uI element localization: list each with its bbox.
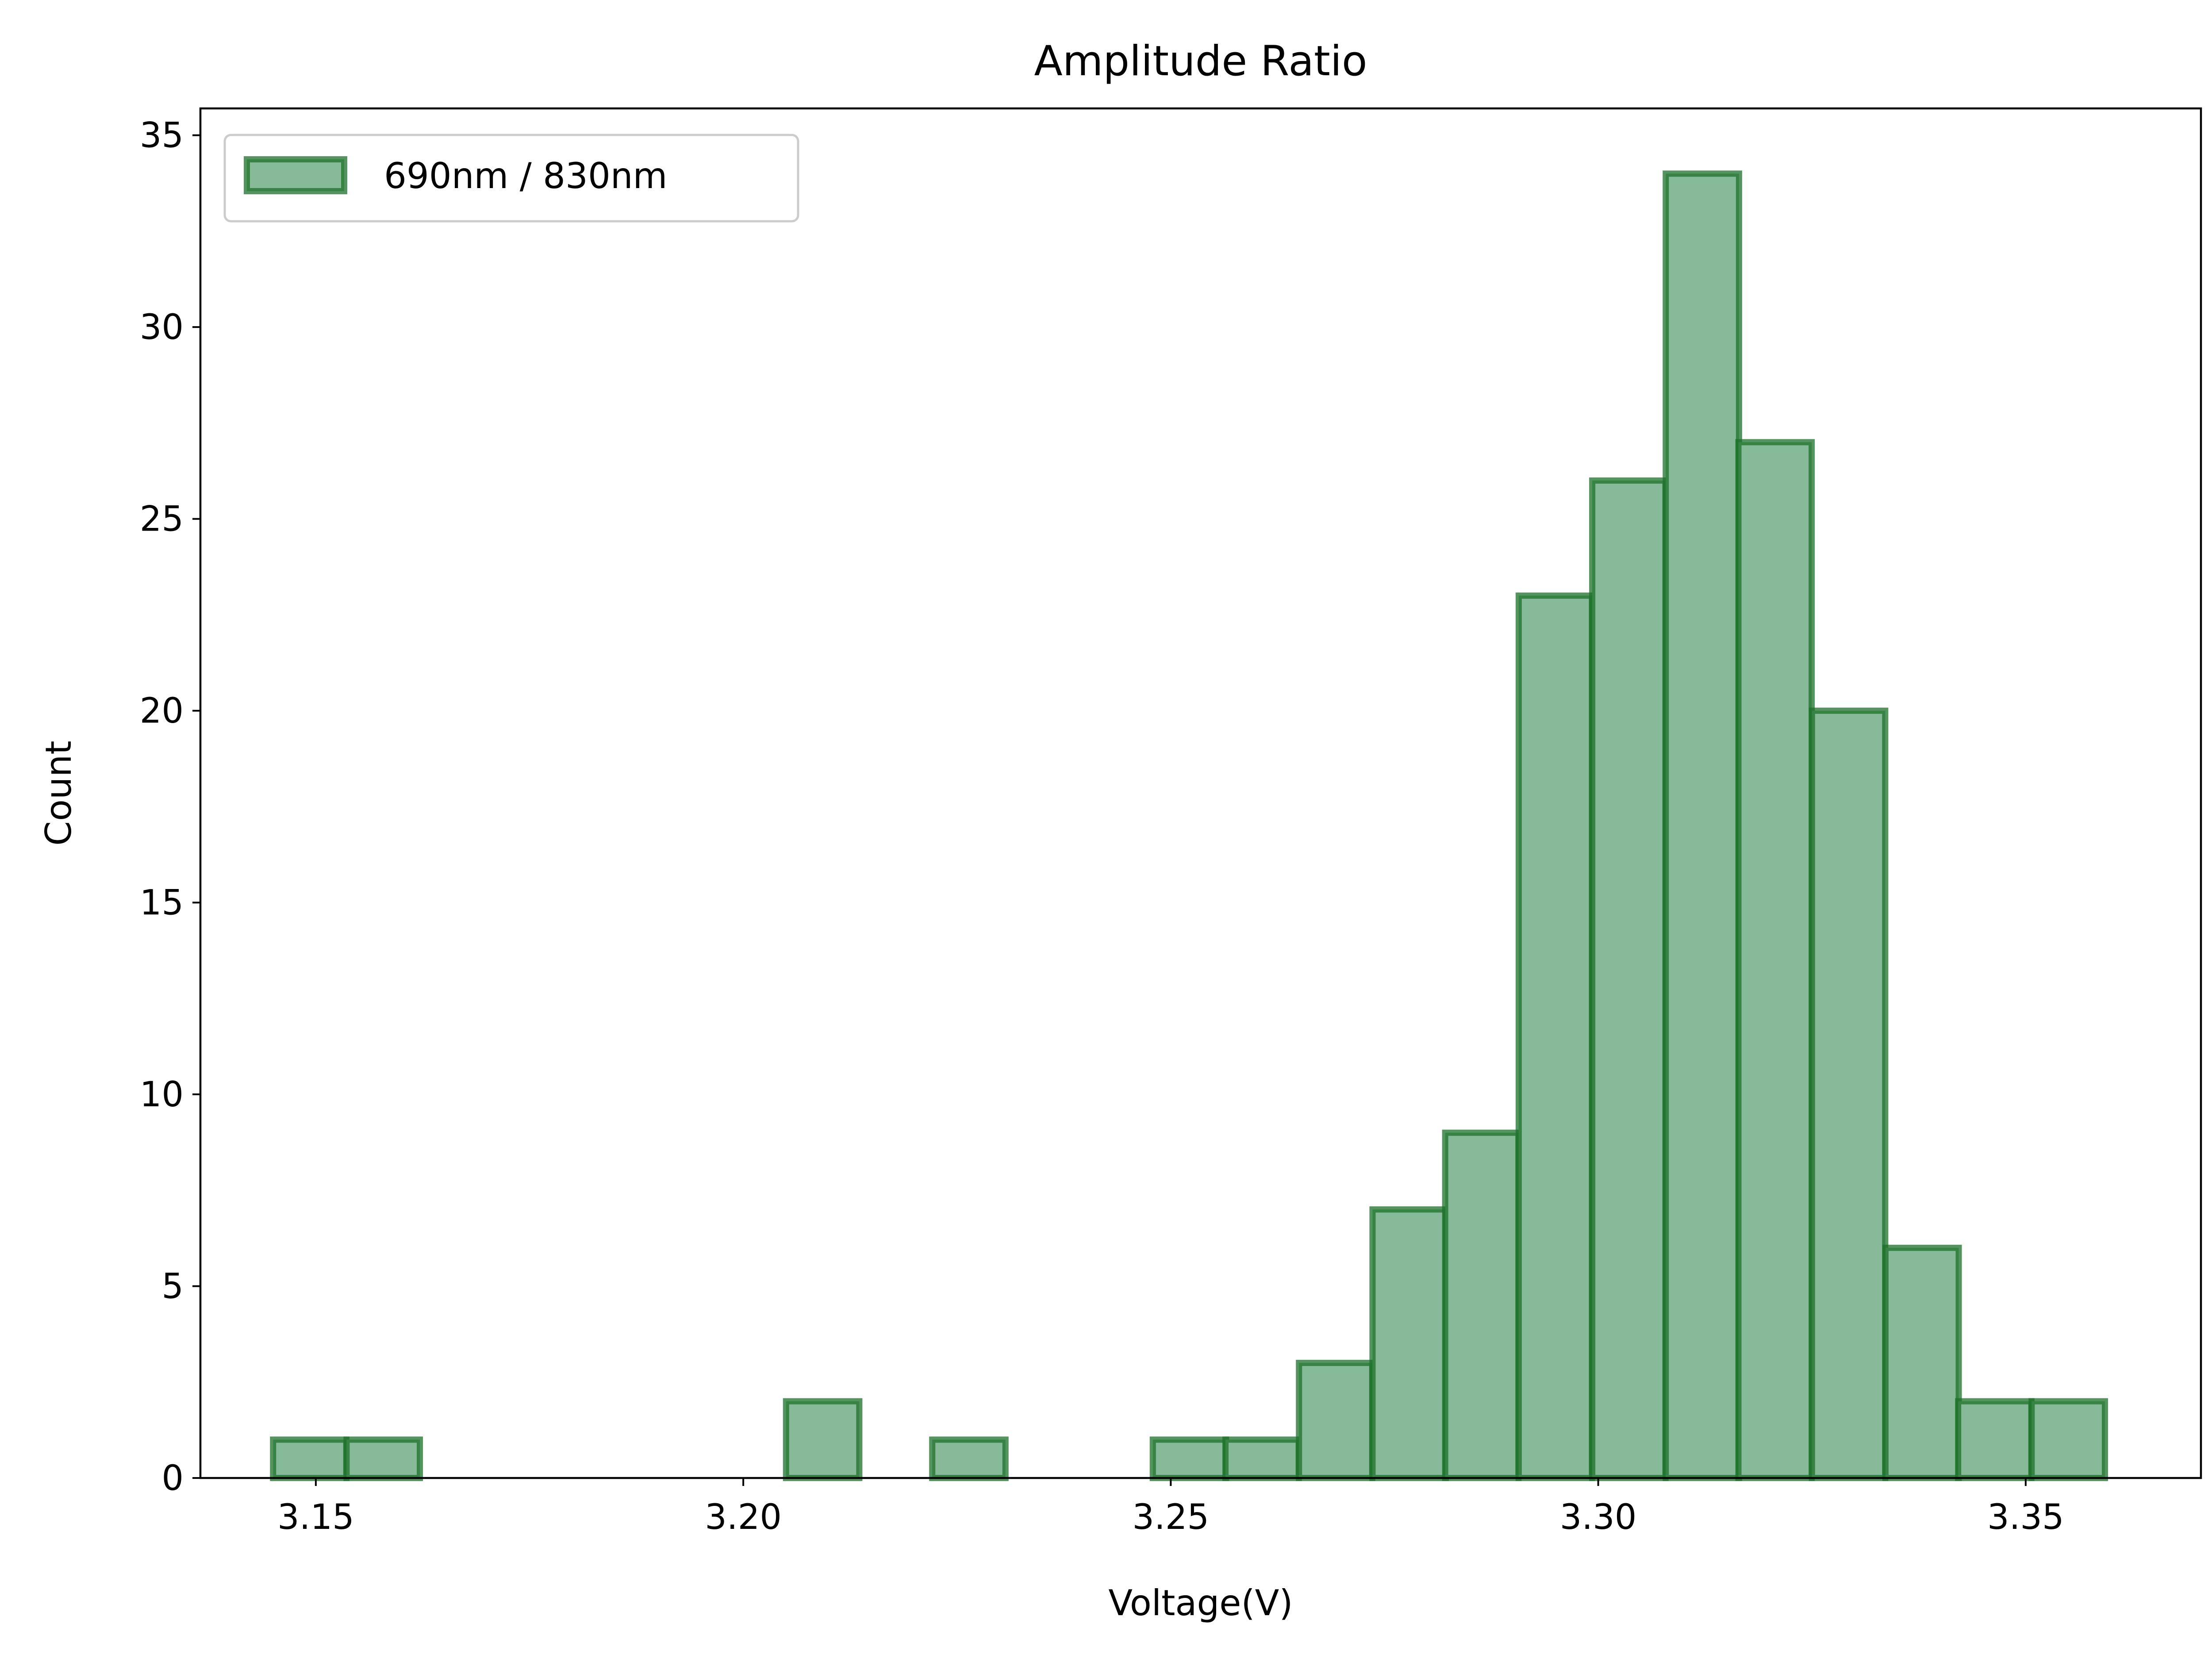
histogram-bar xyxy=(1955,1398,2035,1481)
legend-swatch xyxy=(244,156,347,194)
y-tick-label: 35 xyxy=(140,116,184,156)
histogram-bar xyxy=(1369,1206,1449,1481)
chart-title: Amplitude Ratio xyxy=(1034,37,1367,85)
x-tick-label: 3.20 xyxy=(705,1497,782,1537)
y-tick-label: 5 xyxy=(161,1267,184,1307)
histogram-bar xyxy=(1149,1436,1229,1482)
axes-frame xyxy=(199,107,2202,1479)
histogram-bar xyxy=(1735,439,1815,1482)
x-tick-label: 3.35 xyxy=(1987,1497,2064,1537)
histogram-bar xyxy=(783,1398,863,1481)
histogram-bar xyxy=(1809,708,1889,1481)
y-axis-label: Count xyxy=(38,741,79,846)
histogram-bar xyxy=(1882,1244,1962,1482)
histogram-bar xyxy=(343,1436,423,1482)
bars-group xyxy=(270,170,2108,1482)
histogram-bar xyxy=(929,1436,1009,1482)
legend: 690nm / 830nm xyxy=(223,134,799,223)
histogram-bar xyxy=(2028,1398,2108,1481)
x-tick-label: 3.15 xyxy=(277,1497,354,1537)
histogram-bar xyxy=(1515,593,1595,1481)
legend-entry-label: 690nm / 830nm xyxy=(384,155,667,196)
y-tick-label: 20 xyxy=(140,691,184,731)
y-tick-label: 25 xyxy=(140,500,184,539)
x-tick-label: 3.30 xyxy=(1560,1497,1637,1537)
y-tick-label: 0 xyxy=(161,1459,184,1498)
x-axis-ticks: 3.15 3.20 3.25 3.30 3.35 xyxy=(277,1478,2064,1537)
y-tick-label: 15 xyxy=(140,883,184,923)
y-tick-label: 10 xyxy=(140,1075,184,1115)
legend-box xyxy=(223,134,799,223)
histogram-bar xyxy=(1589,477,1669,1481)
y-tick-label: 30 xyxy=(140,308,184,347)
histogram-bar xyxy=(1663,170,1742,1482)
histogram-bar xyxy=(1222,1436,1302,1482)
histogram-bar xyxy=(1296,1359,1375,1482)
histogram-bar xyxy=(270,1436,349,1482)
x-tick-label: 3.25 xyxy=(1133,1497,1210,1537)
y-axis-ticks: 0 5 10 15 20 25 30 35 xyxy=(140,116,200,1498)
x-axis-label: Voltage(V) xyxy=(1108,1582,1293,1624)
histogram-bar xyxy=(1442,1129,1522,1481)
